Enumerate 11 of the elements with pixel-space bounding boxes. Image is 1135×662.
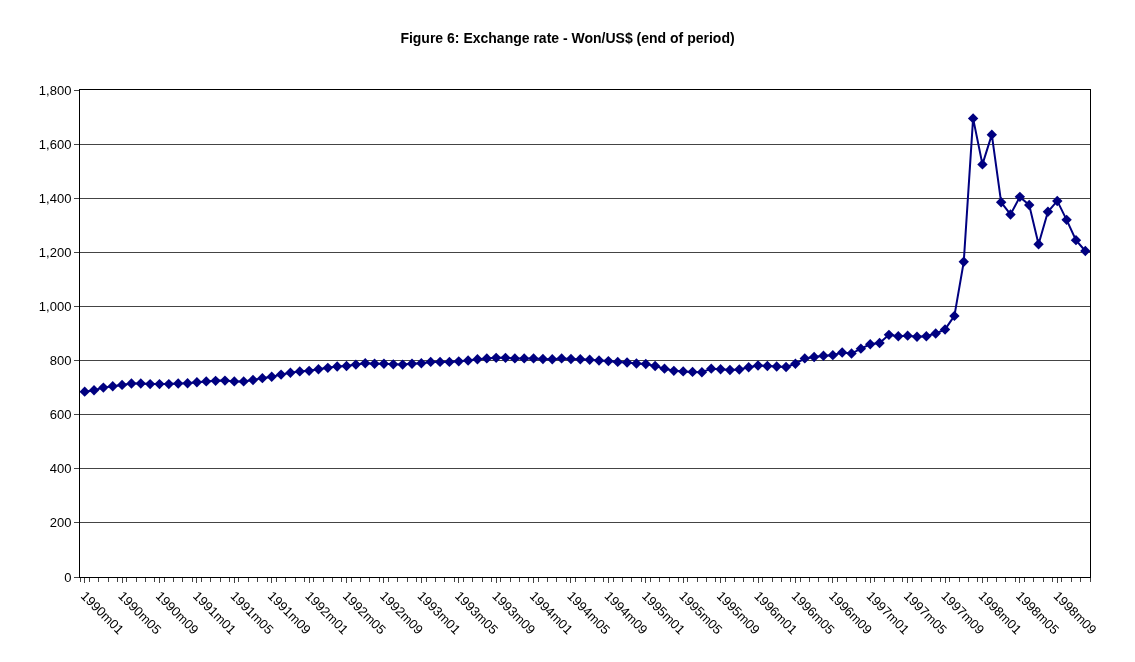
y-tick-label: 400 — [49, 461, 72, 477]
y-tick-label: 0 — [64, 569, 72, 585]
y-tick-label: 200 — [49, 515, 72, 531]
y-tick-label: 1,200 — [38, 244, 72, 260]
y-tick-label: 600 — [49, 407, 72, 423]
chart-title: Figure 6: Exchange rate - Won/US$ (end of period) — [400, 29, 735, 46]
y-tick-label: 800 — [49, 353, 72, 369]
y-tick-label: 1,400 — [38, 190, 72, 206]
y-tick-label: 1,600 — [38, 136, 72, 152]
y-tick-label: 1,800 — [38, 82, 72, 98]
y-tick-label: 1,000 — [38, 298, 72, 314]
